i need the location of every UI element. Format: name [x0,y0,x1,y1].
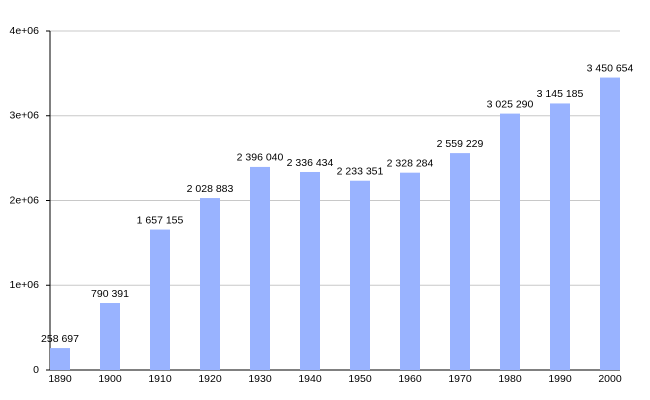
x-tick-label: 1940 [298,373,322,385]
y-tick-label: 2e+06 [10,194,40,206]
x-tick-label: 1980 [498,373,522,385]
bar [250,166,270,370]
value-label: 2 028 883 [187,183,234,195]
bar [350,180,370,370]
x-tick-label: 1970 [448,373,472,385]
x-tick-label: 2000 [598,373,622,385]
value-label: 2 396 040 [237,152,284,164]
bar [100,303,120,370]
value-label: 790 391 [91,288,129,300]
bar [300,171,320,370]
bar [450,153,470,370]
value-label: 2 328 284 [387,157,434,169]
x-tick-label: 1900 [98,373,122,385]
x-tick-label: 1910 [148,373,172,385]
value-label: 258 697 [41,333,79,345]
x-tick-label: 1950 [348,373,372,385]
bar [150,229,170,370]
value-label: 2 233 351 [337,166,384,178]
y-tick-label: 1e+06 [10,279,40,291]
bar [600,77,620,371]
value-label: 1 657 155 [137,214,184,226]
x-tick-label: 1890 [48,373,72,385]
y-tick-label: 3e+06 [10,110,40,122]
y-tick-label: 4e+06 [10,25,40,37]
value-label: 3 145 185 [537,88,584,100]
x-tick-label: 1930 [248,373,272,385]
value-label: 2 559 229 [437,138,484,150]
y-tick-label: 0 [33,364,39,376]
bar [50,348,70,370]
value-label: 3 025 290 [487,98,534,110]
bar [400,172,420,370]
bar [200,198,220,370]
x-tick-label: 1920 [198,373,222,385]
x-tick-label: 1960 [398,373,422,385]
bar [500,113,520,370]
bar [550,103,570,371]
value-label: 2 336 434 [287,157,334,169]
x-tick-label: 1990 [548,373,572,385]
value-label: 3 450 654 [587,62,634,74]
